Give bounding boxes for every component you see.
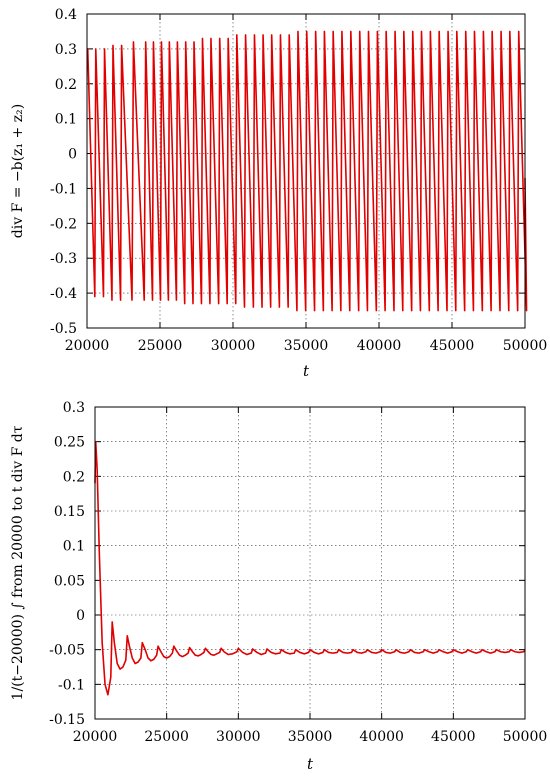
- series-line-average: [94, 440, 526, 696]
- y-tick-label: -0.05: [49, 643, 85, 659]
- y-axis-label: div F = −b(z₁ + z₂): [10, 104, 26, 238]
- chart-grid: [95, 407, 525, 719]
- y-tick-label: 0.05: [54, 573, 85, 589]
- x-tick-label: 40000: [357, 338, 402, 354]
- x-tick-label: 20000: [65, 338, 110, 354]
- x-tick-label: 50000: [503, 729, 548, 745]
- y-tick-label: 0.3: [63, 400, 85, 416]
- x-tick-label: 25000: [138, 338, 183, 354]
- y-tick-label: 0.3: [55, 42, 77, 58]
- chart-average-div-f: 20000 25000 30000 35000 40000 45000 50000 0.3 0.…: [10, 400, 547, 773]
- y-tick-label: -0.1: [58, 677, 85, 693]
- y-tick-label: -0.4: [50, 286, 77, 302]
- series-line-div-f: [86, 30, 528, 312]
- y-tick-label: -0.1: [50, 181, 77, 197]
- y-tick-label: 0.25: [54, 435, 85, 451]
- y-tick-label: 0.2: [63, 469, 85, 485]
- x-tick-label: 20000: [73, 729, 118, 745]
- x-tick-label: 35000: [288, 729, 333, 745]
- x-tick-label: 30000: [211, 338, 256, 354]
- y-tick-label: 0: [76, 608, 85, 624]
- x-axis-label: t: [307, 755, 314, 773]
- y-tick-label: 0: [68, 147, 77, 163]
- x-tick-label: 45000: [431, 729, 476, 745]
- tick-labels: 20000 25000 30000 35000 40000 45000 50000 0.4 0.…: [50, 7, 547, 354]
- y-tick-label: 0.2: [55, 77, 77, 93]
- y-tick-label: 0.1: [63, 539, 85, 555]
- x-axis-label: t: [303, 362, 310, 380]
- plot-frame: [86, 13, 526, 329]
- y-tick-label: -0.5: [50, 321, 77, 337]
- chart-div-f: 20000 25000 30000 35000 40000 45000 50000 0.4 0.…: [10, 7, 547, 380]
- plot-frame: [94, 406, 526, 720]
- y-tick-label: 0.4: [55, 7, 77, 23]
- tick-labels: 20000 25000 30000 35000 40000 45000 50000 0.3 0.…: [49, 400, 547, 745]
- y-axis-label: 1/(t−20000) ∫ from 20000 to t div F dτ: [10, 425, 26, 700]
- y-tick-label: 0.15: [54, 504, 85, 520]
- x-tick-label: 25000: [144, 729, 189, 745]
- x-tick-label: 50000: [503, 338, 548, 354]
- y-tick-label: -0.15: [49, 712, 85, 728]
- x-tick-label: 30000: [216, 729, 261, 745]
- x-tick-label: 40000: [359, 729, 404, 745]
- x-tick-label: 35000: [284, 338, 329, 354]
- x-tick-label: 45000: [430, 338, 475, 354]
- y-tick-label: -0.3: [50, 251, 77, 267]
- y-tick-label: 0.1: [55, 112, 77, 128]
- y-tick-label: -0.2: [50, 216, 77, 232]
